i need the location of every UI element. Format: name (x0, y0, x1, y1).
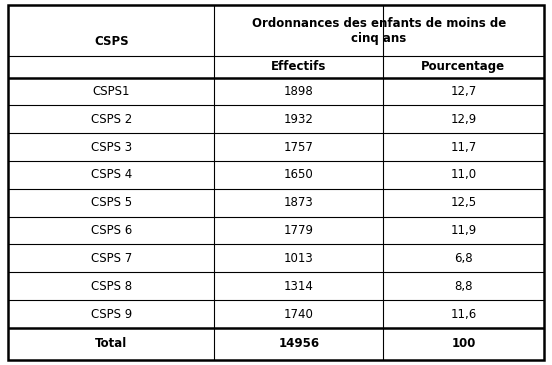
Text: 11,9: 11,9 (450, 224, 476, 237)
Text: 12,5: 12,5 (450, 196, 476, 209)
Text: 12,7: 12,7 (450, 85, 476, 98)
Text: 1932: 1932 (284, 113, 314, 126)
Text: 1779: 1779 (284, 224, 314, 237)
Text: 1898: 1898 (284, 85, 314, 98)
Text: CSPS 3: CSPS 3 (91, 141, 132, 154)
Text: 1873: 1873 (284, 196, 314, 209)
Text: 11,7: 11,7 (450, 141, 476, 154)
Text: 100: 100 (451, 337, 476, 350)
Text: CSPS 8: CSPS 8 (91, 280, 132, 293)
Text: 14956: 14956 (278, 337, 319, 350)
Text: 8,8: 8,8 (454, 280, 473, 293)
Text: CSPS 6: CSPS 6 (91, 224, 132, 237)
Text: 1740: 1740 (284, 307, 314, 320)
Text: 1650: 1650 (284, 168, 314, 181)
Text: CSPS 9: CSPS 9 (91, 307, 132, 320)
Text: Effectifs: Effectifs (271, 60, 326, 73)
Text: 1757: 1757 (284, 141, 314, 154)
Text: CSPS 5: CSPS 5 (91, 196, 132, 209)
Text: Total: Total (95, 337, 128, 350)
Text: 11,6: 11,6 (450, 307, 476, 320)
Text: 6,8: 6,8 (454, 252, 473, 265)
Text: CSPS 2: CSPS 2 (91, 113, 132, 126)
Text: CSPS1: CSPS1 (93, 85, 130, 98)
Text: 11,0: 11,0 (450, 168, 476, 181)
Text: CSPS 4: CSPS 4 (91, 168, 132, 181)
Text: Ordonnances des enfants de moins de
cinq ans: Ordonnances des enfants de moins de cinq… (252, 17, 506, 45)
Text: CSPS: CSPS (94, 35, 129, 48)
Text: 1013: 1013 (284, 252, 314, 265)
Text: 1314: 1314 (284, 280, 314, 293)
Text: CSPS 7: CSPS 7 (91, 252, 132, 265)
Text: 12,9: 12,9 (450, 113, 476, 126)
Text: Pourcentage: Pourcentage (421, 60, 506, 73)
